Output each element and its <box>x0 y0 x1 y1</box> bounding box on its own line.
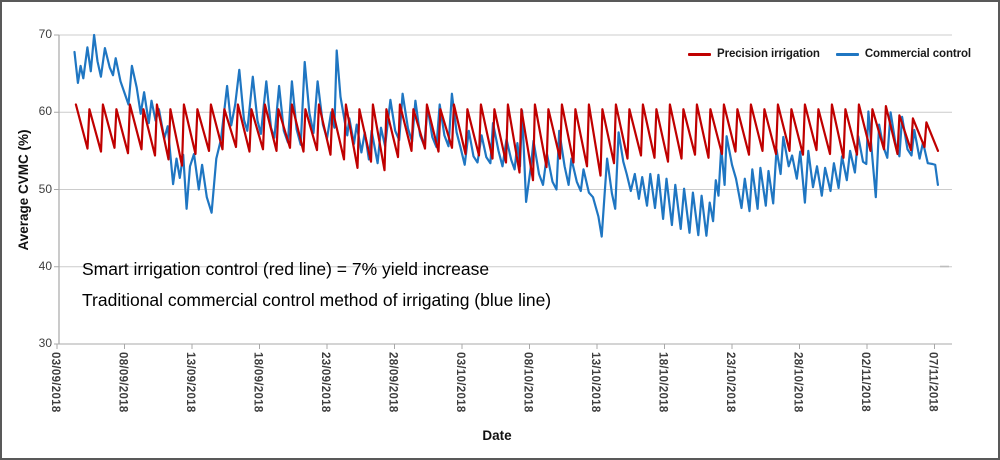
x-tick-label: 13/09/2018 <box>184 352 196 413</box>
x-tick-label: 07/11/2018 <box>926 352 939 412</box>
y-tick-label-30: 30 <box>38 336 52 350</box>
legend-item: Commercial control <box>835 48 972 60</box>
x-tick-label: 23/09/2018 <box>319 352 331 413</box>
y-tick-label-60: 60 <box>38 104 52 119</box>
x-tick-label: 28/10/2018 <box>791 352 804 413</box>
annotation: Smart irrigation control (red line) = 7%… <box>82 254 551 316</box>
x-tick-label: 18/09/2018 <box>251 352 264 413</box>
x-tick-label: 03/10/2018 <box>454 352 466 413</box>
annotation-line-2: Traditional commercial control method of… <box>82 290 552 310</box>
x-tick-label: 28/09/2018 <box>386 352 399 413</box>
x-tick-label: 08/10/2018 <box>521 352 534 413</box>
x-tick-label: 02/11/2018 <box>859 352 871 412</box>
legend-item: Precision irrigation <box>688 48 820 60</box>
x-tick-label: 23/10/2018 <box>724 352 736 413</box>
x-tick-label: 18/10/2018 <box>656 352 669 413</box>
y-tick-label-70: 70 <box>38 27 52 41</box>
x-axis-title: Date <box>482 428 512 443</box>
series-commercial-control <box>73 33 940 238</box>
x-tick-label: 03/09/2018 <box>49 352 61 413</box>
x-tick-label: 08/09/2018 <box>116 352 129 413</box>
legend-swatch-icon <box>835 52 859 56</box>
legend-item-label: Precision irrigation <box>717 48 820 60</box>
y-tick-label-40: 40 <box>38 258 52 273</box>
annotation-line-1: Smart irrigation control (red line) = 7%… <box>82 259 490 279</box>
x-tick-label: 13/10/2018 <box>589 352 601 413</box>
series-precision-irrigation <box>74 103 940 182</box>
legend-item-label: Commercial control <box>864 48 972 60</box>
y-tick-label-50: 50 <box>38 181 52 196</box>
legend-swatch-icon <box>688 52 711 56</box>
legend: Precision irrigation Commercial control <box>688 48 971 60</box>
